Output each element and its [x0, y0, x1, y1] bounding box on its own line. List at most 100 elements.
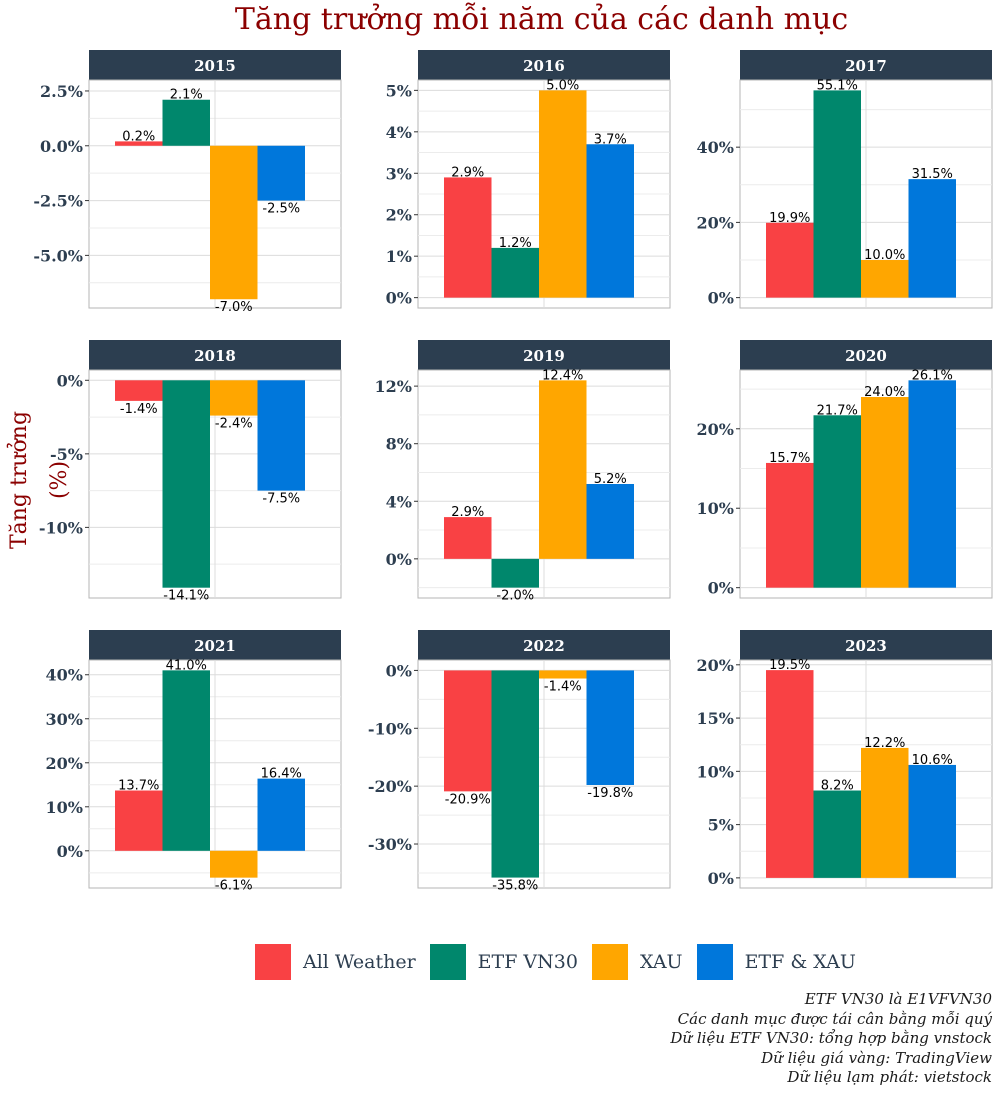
legend: All Weather ETF VN30 XAU ETF & XAU: [255, 942, 870, 982]
y-tick-label: 12%: [375, 377, 412, 396]
bar-etf-vn30: [813, 90, 861, 298]
data-label: -35.8%: [492, 879, 538, 894]
panel-strip: [89, 50, 341, 80]
data-label: -19.8%: [587, 786, 633, 801]
y-tick-label: -5.0%: [33, 246, 83, 265]
panel-title: 2018: [194, 347, 236, 365]
bar-etf-xau: [908, 179, 956, 298]
y-tick-label: 5%: [708, 816, 734, 835]
y-tick-label: 30%: [46, 710, 83, 729]
panel-strip: [740, 50, 992, 80]
data-label: -1.4%: [120, 402, 158, 417]
legend-label: ETF & XAU: [744, 951, 856, 973]
panel-strip: [89, 340, 341, 370]
panel-title: 2016: [523, 57, 565, 75]
data-label: 21.7%: [817, 403, 858, 418]
caption-line: Dữ liệu lạm phát: vietstock: [787, 1068, 992, 1086]
data-label: 0.2%: [122, 129, 155, 144]
caption-line: Dữ liệu giá vàng: TradingView: [761, 1048, 992, 1067]
panel-title: 2022: [523, 637, 565, 655]
bar-all-weather: [766, 670, 814, 878]
bar-etf-xau: [586, 144, 634, 298]
data-label: 3.7%: [594, 132, 627, 147]
data-label: 31.5%: [912, 167, 953, 182]
chart-title: Tăng trưởng mỗi năm của các danh mục: [234, 2, 849, 37]
bar-etf-xau: [908, 380, 956, 588]
legend-item: All Weather: [255, 944, 416, 980]
bar-etf-xau: [257, 380, 305, 491]
y-tick-label: 0%: [57, 371, 83, 390]
bar-xau: [210, 145, 258, 300]
bar-all-weather: [115, 380, 163, 401]
y-tick-label: -10%: [39, 518, 83, 537]
panel-title: 2023: [845, 637, 887, 655]
data-label: 2.9%: [451, 165, 484, 180]
bar-xau: [539, 380, 587, 559]
legend-swatch: [696, 944, 733, 980]
y-tick-label: 20%: [697, 656, 734, 675]
caption-line: ETF VN30 là E1VFVN30: [804, 990, 992, 1008]
data-label: 2.9%: [451, 505, 484, 520]
data-label: 12.4%: [542, 368, 583, 383]
caption-notes: ETF VN30 là E1VFVN30 Các danh mục được t…: [670, 990, 992, 1088]
y-tick-label: 40%: [697, 138, 734, 157]
legend-label: ETF VN30: [477, 951, 578, 973]
y-tick-label: -2.5%: [33, 192, 83, 211]
y-tick-label: -5%: [50, 445, 83, 464]
y-tick-label: 20%: [46, 754, 83, 773]
bar-xau: [210, 850, 258, 878]
legend-item: ETF VN30: [429, 944, 578, 980]
bar-all-weather: [766, 462, 814, 588]
y-tick-label: 8%: [386, 435, 412, 454]
data-label: -14.1%: [163, 589, 209, 604]
panel-strip: [418, 50, 670, 80]
bar-xau: [210, 380, 258, 416]
bar-xau: [539, 670, 587, 679]
data-label: 41.0%: [166, 658, 207, 673]
y-tick-label: 10%: [697, 499, 734, 518]
y-tick-label: 0%: [386, 661, 412, 680]
data-label: -7.0%: [215, 300, 253, 315]
bar-xau: [861, 747, 909, 878]
data-label: 5.2%: [594, 472, 627, 487]
data-label: -6.1%: [215, 879, 253, 894]
panel-strip: [89, 630, 341, 660]
panel-strip: [418, 340, 670, 370]
data-label: -1.4%: [544, 680, 582, 695]
y-tick-label: 0%: [386, 550, 412, 569]
data-label: 15.7%: [769, 451, 810, 466]
bar-all-weather: [766, 222, 814, 298]
y-tick-label: 4%: [386, 492, 412, 511]
bar-xau: [861, 260, 909, 298]
y-tick-label: 2.5%: [40, 82, 83, 101]
bar-xau: [861, 397, 909, 588]
legend-item: XAU: [591, 944, 683, 980]
panel-title: 2017: [845, 57, 887, 75]
y-tick-label: 3%: [386, 164, 412, 183]
y-tick-label: 10%: [46, 798, 83, 817]
bar-all-weather: [444, 517, 492, 559]
data-label: 13.7%: [118, 779, 159, 794]
bar-etf-xau: [908, 764, 956, 878]
bar-etf-vn30: [162, 380, 210, 588]
data-label: 55.1%: [817, 78, 858, 93]
bar-all-weather: [115, 790, 163, 851]
bar-etf-xau: [586, 670, 634, 785]
data-label: -2.4%: [215, 417, 253, 432]
panel-strip: [740, 630, 992, 660]
caption-line: Dữ liệu ETF VN30: tổng hợp bằng vnstock: [670, 1029, 992, 1047]
data-label: 8.2%: [821, 779, 854, 794]
legend-item: ETF & XAU: [696, 944, 856, 980]
bar-etf-vn30: [162, 99, 210, 146]
bar-etf-xau: [257, 778, 305, 851]
data-label: 16.4%: [261, 767, 302, 782]
y-tick-label: -10%: [368, 719, 412, 738]
bar-etf-vn30: [162, 670, 210, 851]
bar-all-weather: [444, 670, 492, 792]
y-tick-label: 0%: [386, 289, 412, 308]
data-label: 24.0%: [864, 385, 905, 400]
data-label: -7.5%: [262, 492, 300, 507]
data-label: 1.2%: [499, 236, 532, 251]
data-label: 12.2%: [864, 736, 905, 751]
y-tick-label: 15%: [697, 709, 734, 728]
